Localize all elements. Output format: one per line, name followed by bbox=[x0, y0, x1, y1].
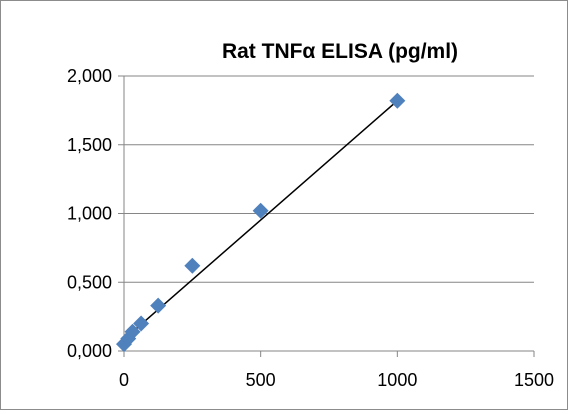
y-tick-label: 2,000 bbox=[67, 66, 112, 86]
y-tick-label: 1,000 bbox=[67, 204, 112, 224]
x-tick-label: 0 bbox=[119, 370, 129, 390]
gridlines bbox=[124, 75, 534, 352]
x-tick-label: 500 bbox=[246, 370, 276, 390]
y-tick-label: 0,500 bbox=[67, 272, 112, 292]
axes bbox=[118, 75, 535, 357]
trendline-group bbox=[123, 100, 398, 340]
x-tick-labels: 0 500 1000 1500 bbox=[119, 370, 554, 390]
data-point bbox=[389, 92, 406, 109]
data-point bbox=[184, 257, 201, 274]
y-tick-label: 1,500 bbox=[67, 135, 112, 155]
data-points bbox=[116, 92, 406, 353]
data-point bbox=[133, 315, 150, 332]
x-tick-label: 1000 bbox=[377, 370, 417, 390]
trendline bbox=[123, 100, 398, 340]
data-point bbox=[124, 323, 141, 340]
y-tick-labels: 0,000 0,500 1,000 1,500 2,000 bbox=[67, 66, 112, 361]
y-tick-label: 0,000 bbox=[67, 341, 112, 361]
x-tick-label: 1500 bbox=[514, 370, 554, 390]
chart-title: Rat TNFα ELISA (pg/ml) bbox=[222, 40, 458, 63]
data-point bbox=[150, 297, 167, 314]
data-point bbox=[252, 202, 269, 219]
